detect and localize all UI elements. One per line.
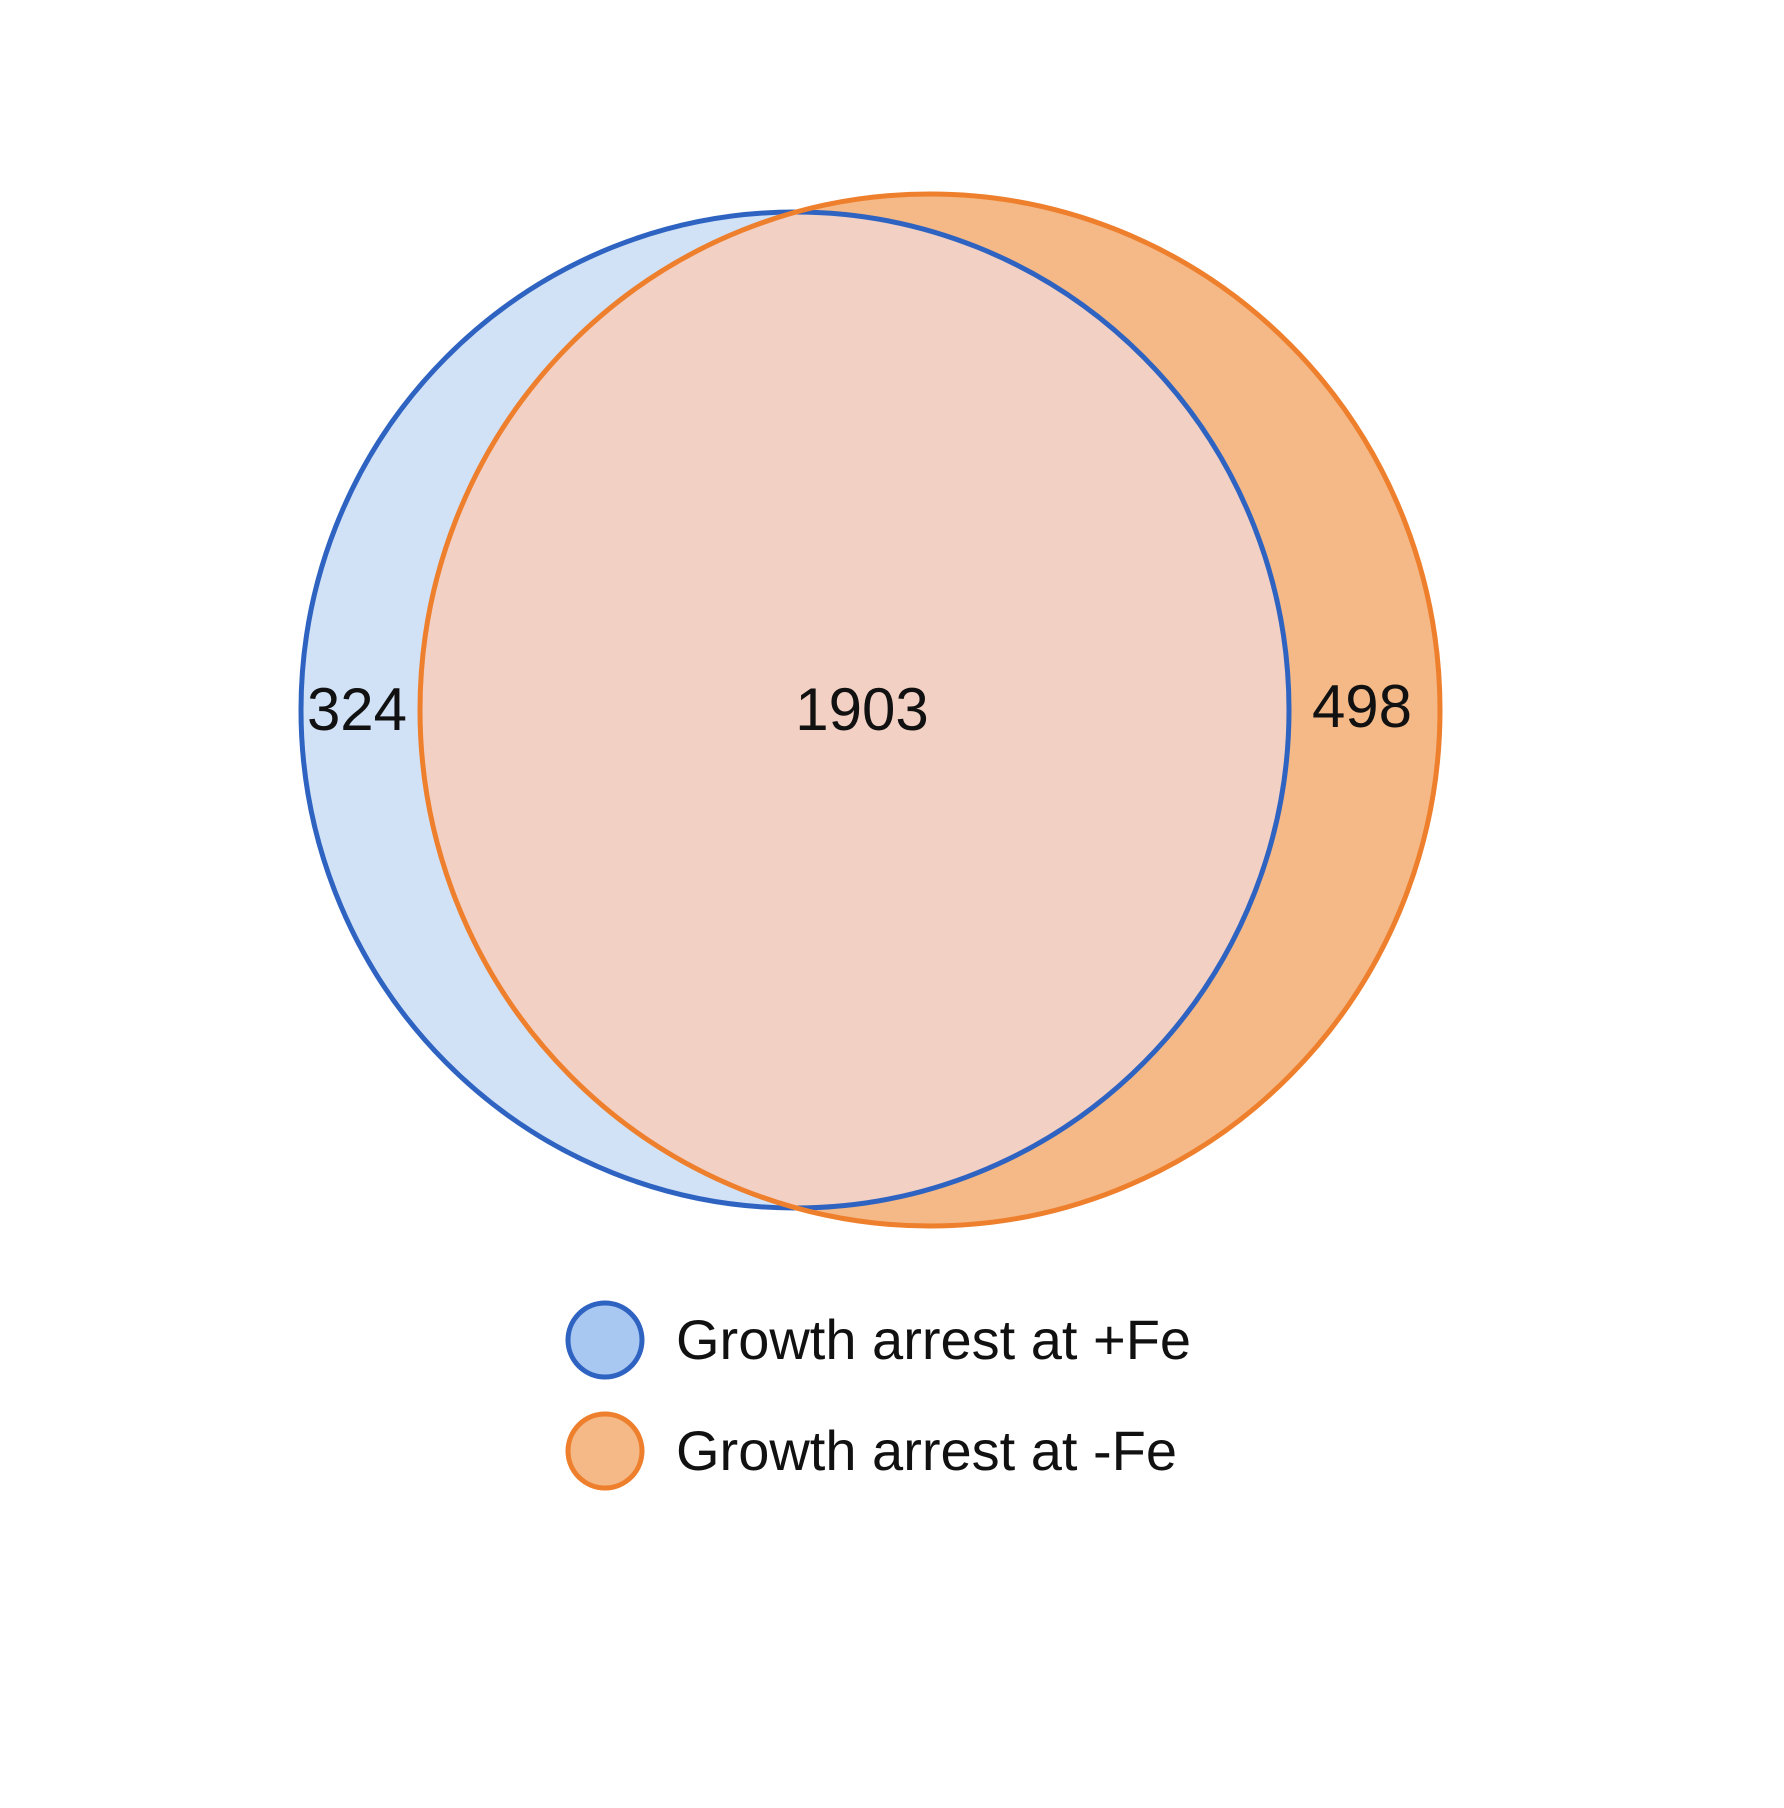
count-minus-fe-only: 498	[1312, 673, 1412, 740]
legend-swatch-minus-fe	[565, 1411, 645, 1491]
count-intersection: 1903	[795, 676, 928, 743]
legend-item-plus-fe: Growth arrest at +Fe	[565, 1300, 1191, 1380]
legend-label-plus-fe: Growth arrest at +Fe	[676, 1308, 1191, 1371]
count-plus-fe-only: 324	[307, 676, 407, 743]
legend: Growth arrest at +Fe Growth arrest at -F…	[565, 1300, 1191, 1491]
intersection-area	[420, 212, 1289, 1208]
legend-label-minus-fe: Growth arrest at -Fe	[676, 1419, 1177, 1482]
set-minus-fe-outline	[417, 191, 1443, 1229]
legend-swatch-plus-fe	[565, 1300, 645, 1380]
legend-item-minus-fe: Growth arrest at -Fe	[565, 1411, 1177, 1491]
